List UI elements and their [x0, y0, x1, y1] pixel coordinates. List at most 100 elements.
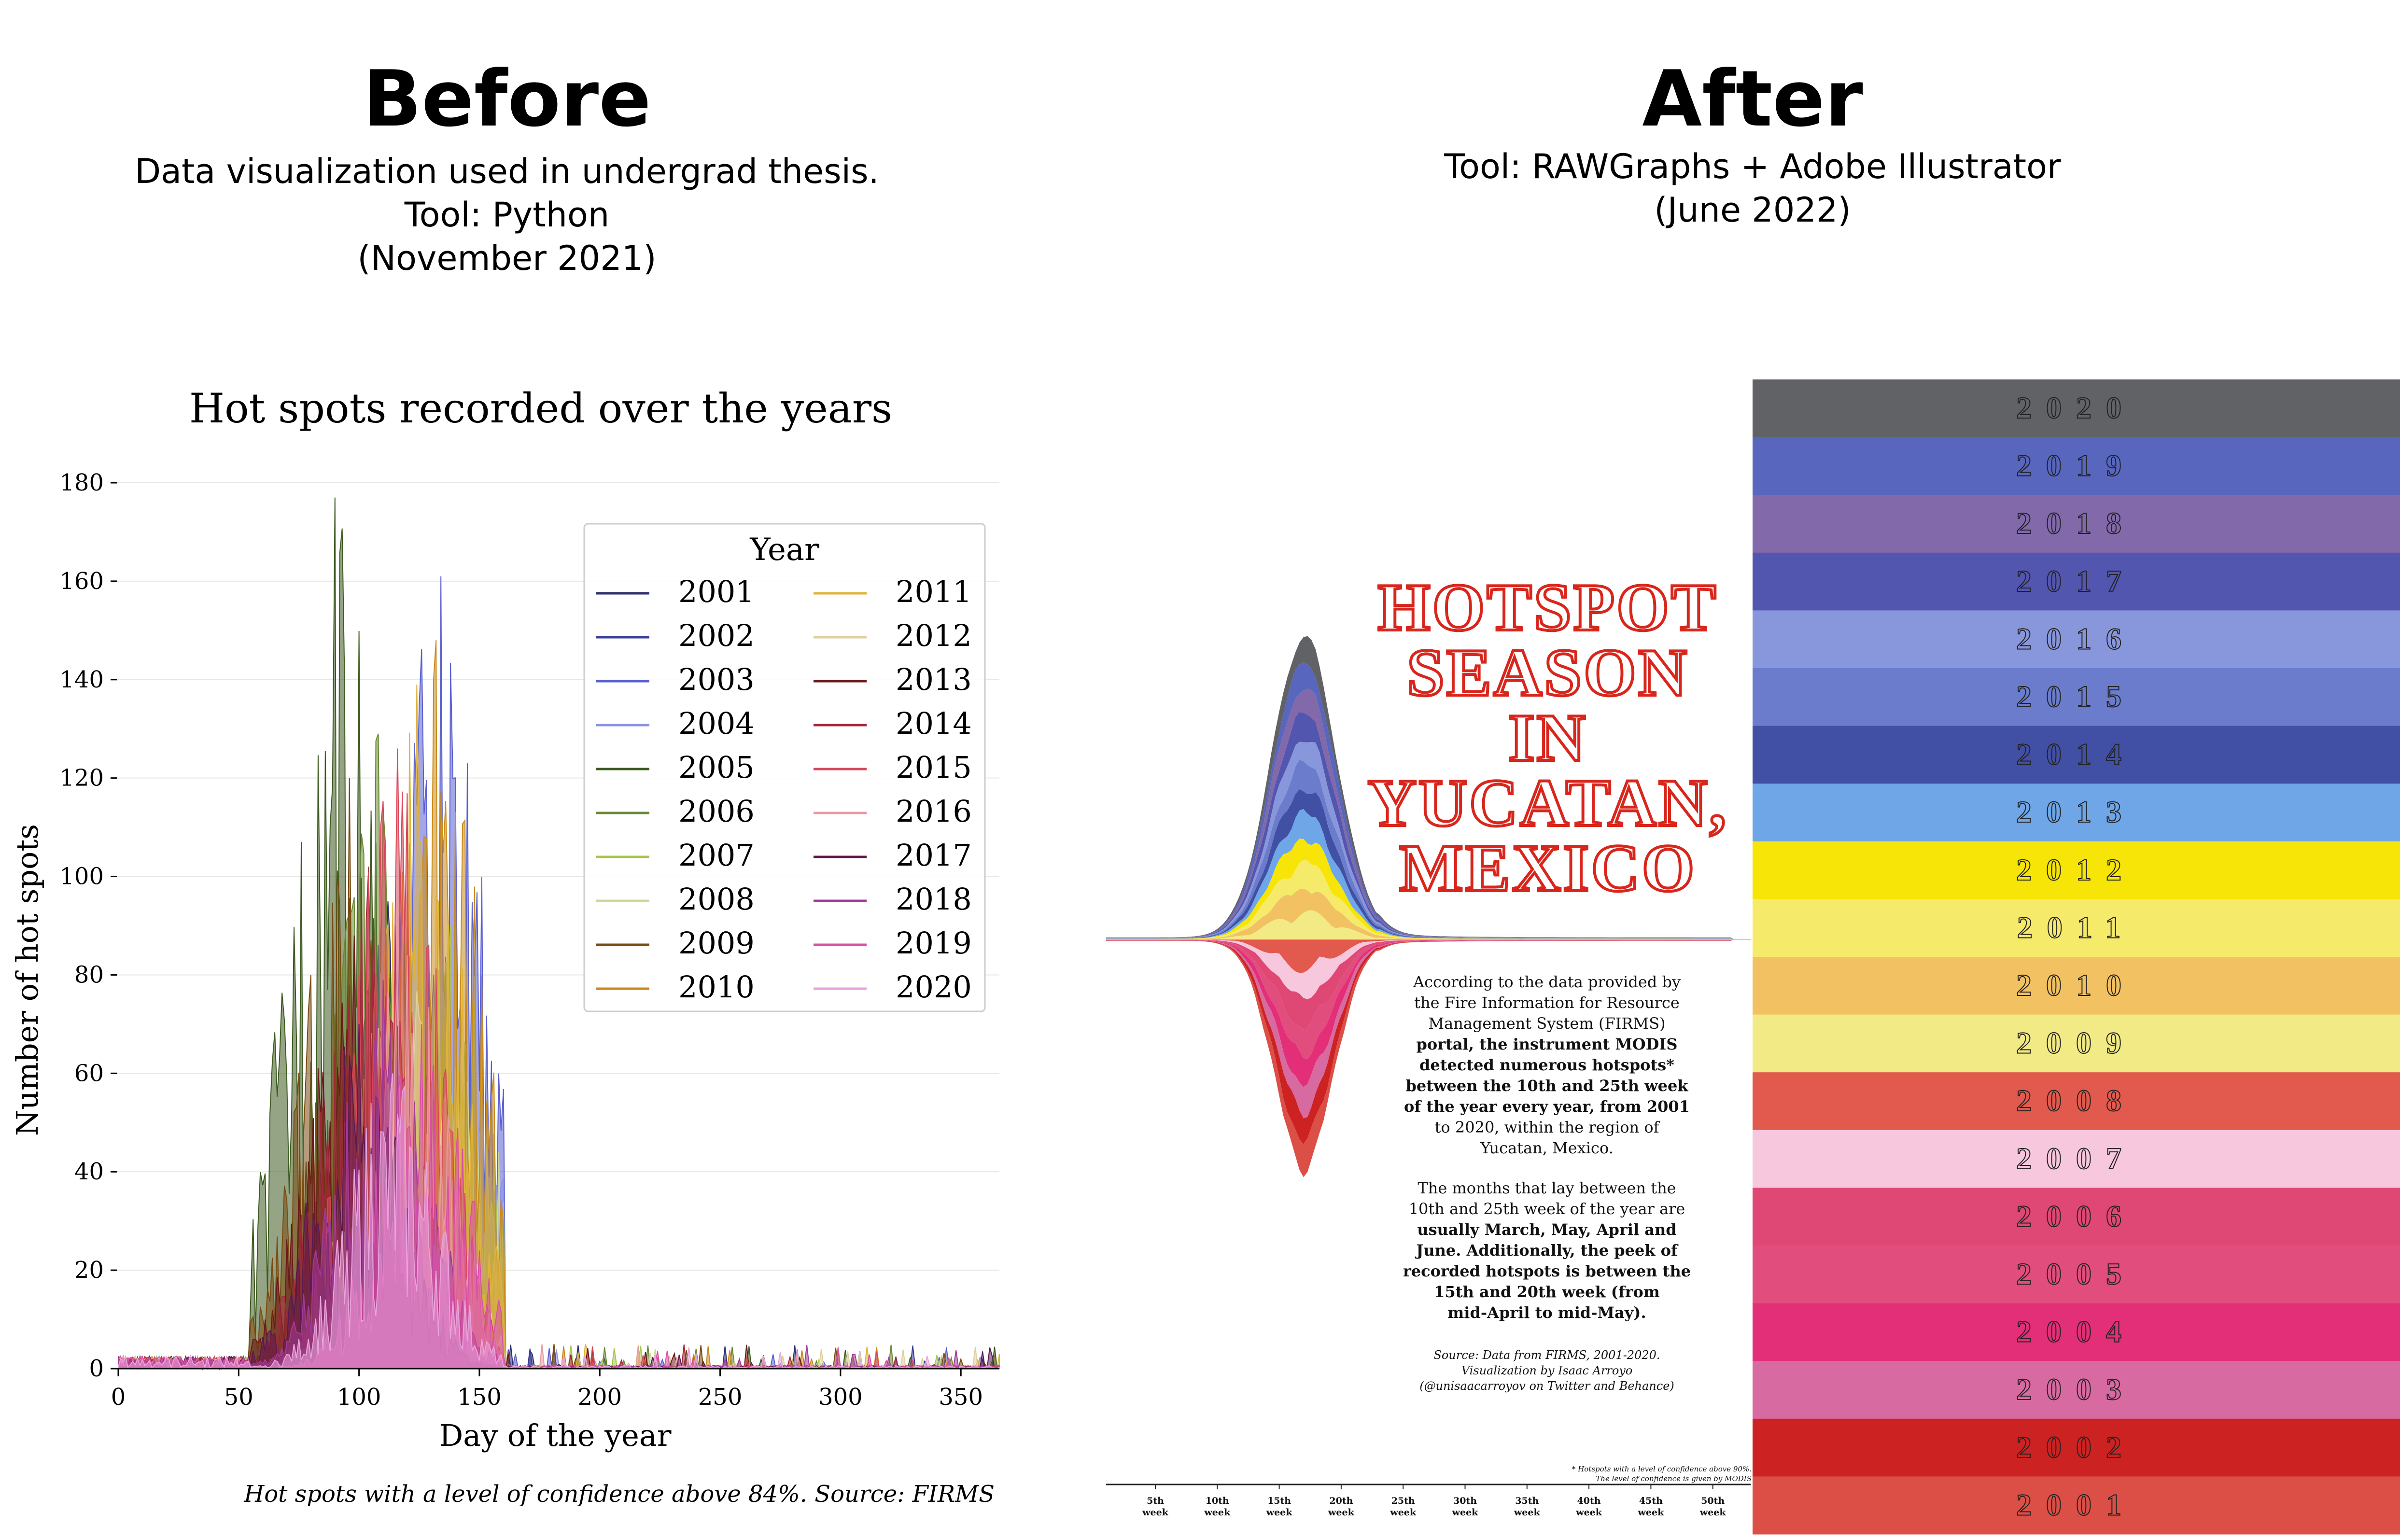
poster-title-line-5: MEXICO	[1399, 831, 1696, 906]
y-tick-label-60: 60	[74, 1060, 104, 1087]
after-poster: 5thweek10thweek15thweek20thweek25thweek3…	[1106, 379, 2400, 1535]
y-tick-label-120: 120	[59, 765, 104, 792]
year-band-label-2011: 2011	[2017, 910, 2135, 944]
before-heading: Before	[363, 54, 651, 144]
y-tick-label-100: 100	[59, 863, 104, 890]
year-band-label-2003: 2003	[2016, 1372, 2136, 1406]
poster-source: Source: Data from FIRMS, 2001-2020. Visu…	[1419, 1348, 1674, 1393]
poster-title-line-4: YUCATAN,	[1368, 766, 1728, 840]
year-band-label-2008: 2008	[2016, 1083, 2136, 1118]
y-tick-label-180: 180	[59, 469, 104, 496]
week-tick-label-9: 45th	[1639, 1496, 1663, 1506]
source-line-3: (@unisaacarroyov on Twitter and Behance)	[1419, 1379, 1674, 1393]
year-band-2005	[1753, 1246, 2400, 1304]
legend-label-2007: 2007	[678, 838, 755, 873]
p2-line-3: usually March, May, April and	[1417, 1220, 1676, 1239]
year-band-label-2017: 2017	[2016, 564, 2136, 598]
week-tick-sublabel-6: week	[1452, 1507, 1479, 1518]
before-chart: Hot spots recorded over the years 0 50 100…	[10, 385, 1000, 1506]
x-tick-label-50: 50	[224, 1384, 253, 1411]
week-tick-sublabel-8: week	[1575, 1507, 1602, 1518]
week-tick-label-5: 25th	[1391, 1496, 1415, 1506]
year-band-label-2007: 2007	[2016, 1141, 2136, 1176]
y-tick-label-80: 80	[74, 961, 104, 988]
p1-line-5: detected numerous hotspots*	[1419, 1056, 1674, 1074]
week-tick-label-2: 10th	[1206, 1496, 1229, 1506]
before-chart-title: Hot spots recorded over the years	[189, 385, 892, 432]
year-band-2013	[1753, 784, 2400, 842]
week-tick-label-8: 40th	[1577, 1496, 1601, 1506]
year-band-2018	[1753, 495, 2400, 553]
year-band-label-2014: 2014	[2016, 737, 2136, 771]
y-tick-label-40: 40	[74, 1158, 104, 1185]
poster-footnote: * Hotspots with a level of confidence ab…	[1572, 1465, 1752, 1483]
before-chart-axes: 0 50 100 150 200 250 300 350 0 20 40 60 80 100 120 140 1…	[59, 469, 999, 1411]
legend-box	[583, 523, 986, 1012]
legend-label-2012: 2012	[896, 618, 972, 653]
x-tick-label-100: 100	[337, 1384, 381, 1411]
series-2020	[118, 1073, 1000, 1370]
year-band-2020	[1753, 379, 2400, 438]
legend-label-2004: 2004	[678, 706, 755, 741]
p1-line-6: between the 10th and 25th week	[1405, 1077, 1688, 1095]
week-tick-sublabel-4: week	[1328, 1507, 1355, 1518]
p1-line-4: portal, the instrument MODIS	[1417, 1035, 1678, 1053]
year-band-label-2018: 2018	[2016, 506, 2136, 540]
year-band-2014	[1753, 726, 2400, 784]
x-tick-label-300: 300	[818, 1384, 863, 1411]
before-chart-caption: Hot spots with a level of confidence abo…	[243, 1481, 995, 1506]
year-band-2010	[1753, 957, 2400, 1015]
before-header: Before Data visualization used in underg…	[0, 53, 1014, 280]
y-tick-label-0: 0	[89, 1355, 104, 1382]
legend-label-2011: 2011	[896, 574, 972, 609]
year-band-2004	[1753, 1303, 2400, 1361]
after-subtitle-1: Tool: RAWGraphs + Adobe Illustrator	[1444, 147, 2061, 186]
after-header: After Tool: RAWGraphs + Adobe Illustrato…	[1246, 53, 2260, 232]
y-tick-label-20: 20	[74, 1257, 104, 1284]
week-tick-label-4: 20th	[1329, 1496, 1353, 1506]
year-band-label-2006: 2006	[2016, 1199, 2136, 1233]
p1-line-7: of the year every year, from 2001	[1404, 1097, 1690, 1116]
year-band-2017	[1753, 552, 2400, 611]
year-band-2001	[1753, 1476, 2400, 1535]
poster-title-line-1: HOTSPOT	[1378, 570, 1718, 645]
footnote-line-1: * Hotspots with a level of confidence ab…	[1572, 1465, 1752, 1473]
y-tick-label-160: 160	[59, 568, 104, 595]
year-band-2015	[1753, 668, 2400, 727]
year-band-label-2002: 2002	[2016, 1430, 2136, 1464]
after-heading: After	[1642, 54, 1863, 144]
week-tick-sublabel-3: week	[1266, 1507, 1293, 1518]
legend-label-2016: 2016	[896, 794, 972, 829]
stream-layer-2009	[1106, 910, 1751, 939]
week-tick-sublabel-1: week	[1142, 1507, 1169, 1518]
before-subtitle-1: Data visualization used in undergrad the…	[135, 152, 879, 191]
p1-line-1: According to the data provided by	[1413, 973, 1681, 991]
year-band-label-2010: 2010	[2016, 968, 2136, 1002]
p1-line-8: to 2020, within the region of	[1435, 1118, 1660, 1136]
after-year-legend: 2020 2019 2018 2017 2016 2015 2014 2013 2012 2011…	[1753, 379, 2400, 1535]
before-subtitle-2: Tool: Python	[404, 195, 610, 235]
legend-label-2002: 2002	[678, 618, 755, 653]
legend-label-2010: 2010	[678, 969, 755, 1005]
legend-label-2020: 2020	[896, 969, 972, 1005]
poster-paragraph-1: According to the data provided by the Fi…	[1404, 973, 1690, 1157]
legend-title: Year	[749, 532, 819, 568]
legend-label-2013: 2013	[896, 662, 972, 697]
p1-line-3: Management System (FIRMS)	[1428, 1014, 1665, 1033]
year-band-label-2013: 2013	[2016, 795, 2136, 829]
year-band-2006	[1753, 1188, 2400, 1246]
y-tick-label-140: 140	[59, 666, 104, 693]
week-tick-label-6: 30th	[1453, 1496, 1477, 1506]
week-tick-label-7: 35th	[1515, 1496, 1539, 1506]
before-chart-ylabel: Number of hot spots	[10, 824, 45, 1136]
poster-title-line-2: SEASON	[1407, 635, 1689, 710]
year-band-2003	[1753, 1361, 2400, 1419]
week-tick-sublabel-9: week	[1638, 1507, 1665, 1518]
legend-label-2018: 2018	[896, 882, 972, 917]
week-tick-sublabel-5: week	[1389, 1507, 1417, 1518]
legend-label-2015: 2015	[896, 750, 972, 785]
before-chart-legend: Year 2001 2002 2003 2004 2005 2006 2007 2008 2009…	[583, 523, 986, 1012]
stream-layer-2007	[1106, 939, 1751, 999]
before-chart-xlabel: Day of the year	[439, 1418, 672, 1453]
year-band-label-2009: 2009	[2016, 1026, 2136, 1060]
